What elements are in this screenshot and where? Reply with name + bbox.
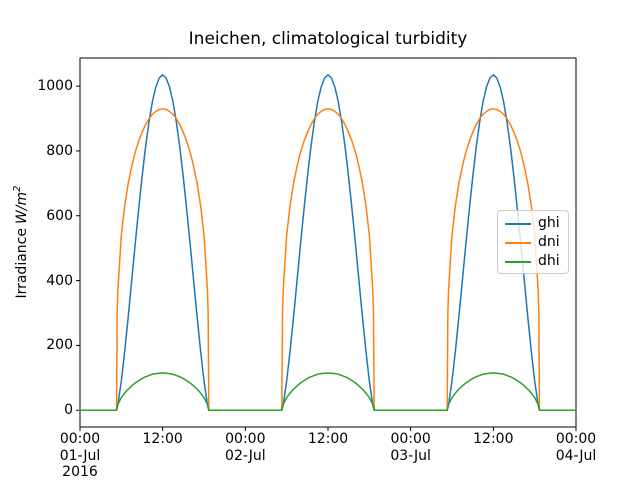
y-tick-label: 0 — [64, 402, 73, 419]
x-tick-label: 00:00 04-Jul — [531, 431, 621, 464]
y-tick-label: 400 — [46, 272, 73, 289]
x-tick-label-line: 00:00 — [555, 431, 597, 447]
x-tick-label-line: 00:00 — [225, 431, 266, 447]
chart-title: Ineichen, climatological turbidity — [188, 29, 468, 49]
x-tick-label-line: 12:00 — [473, 431, 514, 447]
series-line-dhi — [79, 372, 577, 411]
y-tick-label: 200 — [46, 337, 73, 354]
x-tick-label: 00:00 03-Jul — [366, 431, 456, 464]
legend-item-label: dni — [538, 234, 560, 250]
legend-line-sample-dni — [505, 241, 531, 244]
legend-item-label: dhi — [538, 253, 560, 269]
x-tick-label-line: 02-Jul — [225, 447, 266, 464]
x-tick-label: 00:00 01-Jul 2016 — [35, 431, 125, 480]
legend-item-label: ghi — [538, 215, 560, 231]
legend-item-dni: dni — [498, 233, 568, 252]
x-tick-label-line: 04-Jul — [555, 447, 597, 464]
y-tick-label: 600 — [46, 207, 73, 224]
x-tick-label: 12:00 — [283, 431, 373, 448]
x-tick-label: 00:00 02-Jul — [200, 431, 290, 464]
x-tick-label: 12:00 — [448, 431, 538, 448]
x-tick-label-line: 2016 — [62, 464, 98, 480]
y-tick-label: 1000 — [37, 78, 73, 95]
x-tick-label-line: 00:00 — [390, 431, 431, 447]
y-tick-label: 800 — [46, 142, 73, 159]
x-tick-label-line: 12:00 — [142, 431, 183, 447]
legend-item-dhi: dhi — [498, 252, 568, 271]
series-line-ghi — [79, 74, 577, 411]
x-tick-label-line: 01-Jul — [59, 447, 101, 464]
legend-line-sample-dhi — [505, 260, 531, 263]
x-tick-label-line: 12:00 — [307, 431, 349, 447]
legend: ghi dni dhi — [497, 210, 569, 274]
x-tick-label: 12:00 — [118, 431, 208, 448]
series-line-dni — [79, 108, 577, 411]
x-tick-label-line: 00:00 — [59, 431, 101, 447]
legend-item-ghi: ghi — [498, 214, 568, 233]
x-tick-label-line: 03-Jul — [390, 447, 431, 464]
legend-line-sample-ghi — [505, 222, 531, 225]
